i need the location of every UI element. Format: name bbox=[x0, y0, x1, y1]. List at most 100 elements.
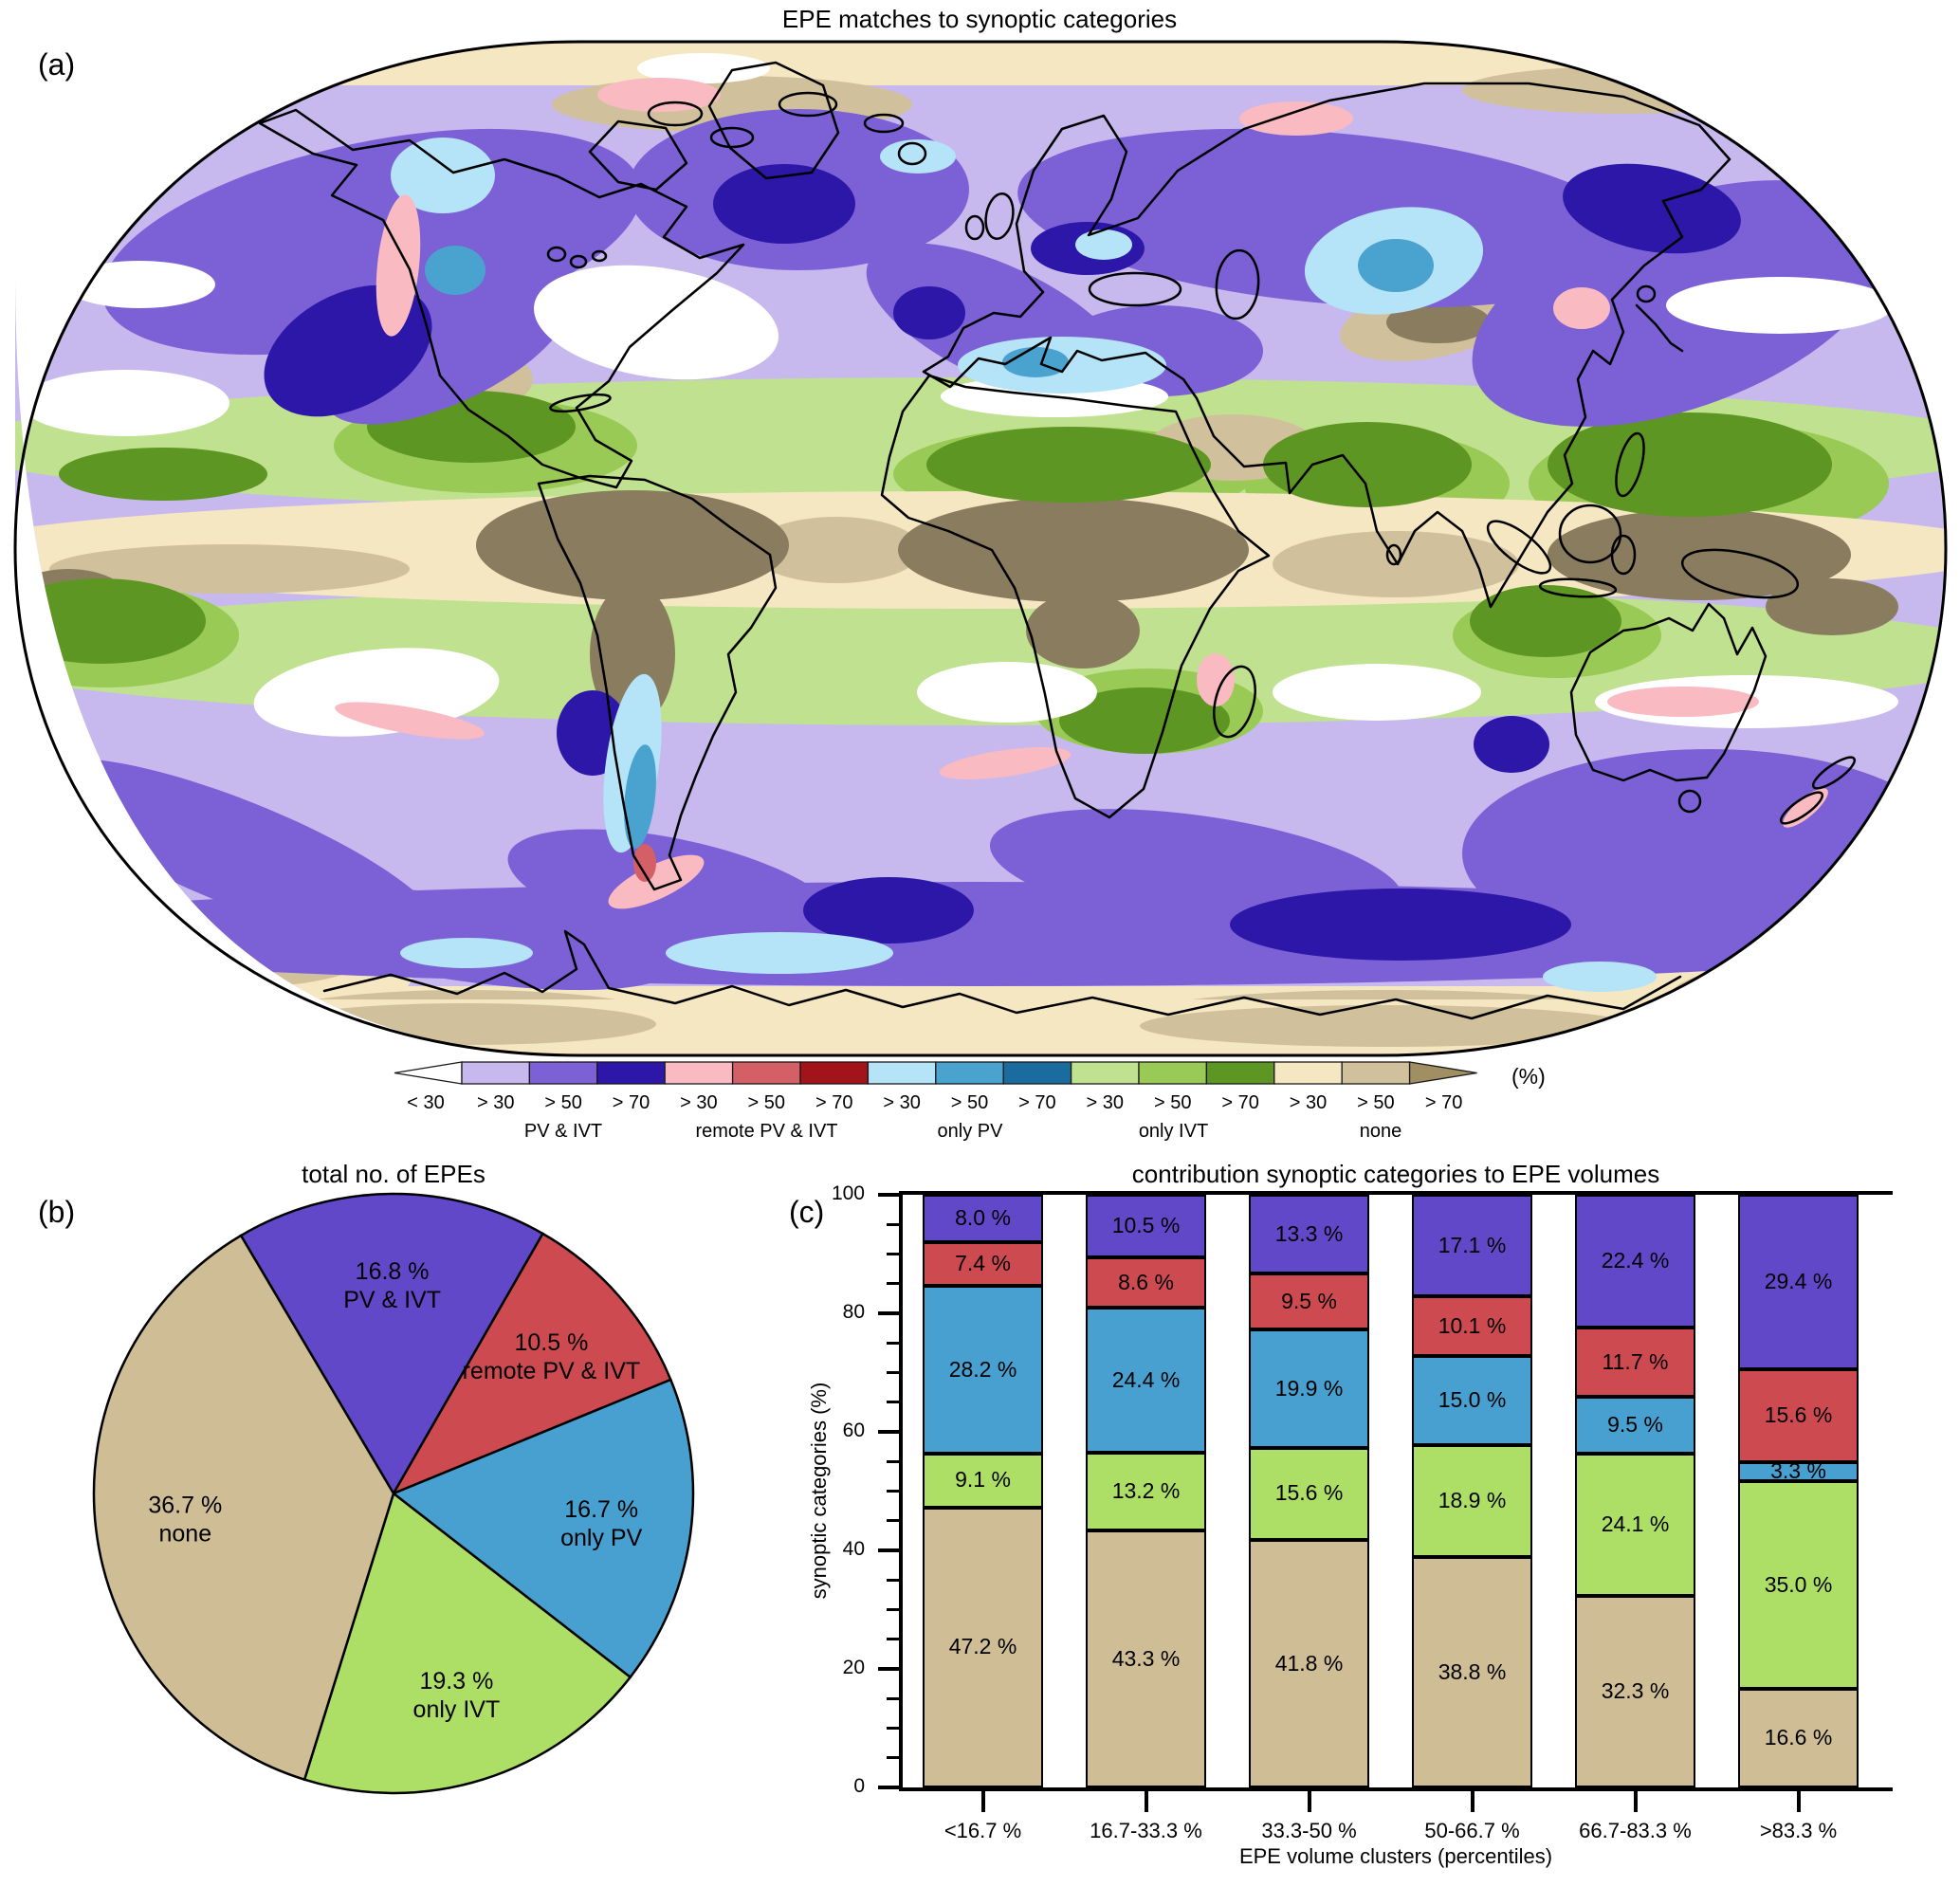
y-tick bbox=[887, 1638, 899, 1641]
bar-segment-label: 16.6 % bbox=[1764, 1725, 1833, 1750]
bar-segment bbox=[1412, 1557, 1532, 1787]
pie-slice bbox=[239, 1192, 545, 1496]
y-tick bbox=[887, 1401, 899, 1404]
pie-slice bbox=[92, 1234, 395, 1782]
bar-segment-label: 8.0 % bbox=[955, 1205, 1011, 1230]
legend-cell bbox=[596, 1061, 666, 1085]
pie-slice-label: only IVT bbox=[413, 1696, 501, 1723]
pie-slice-label: PV & IVT bbox=[343, 1287, 441, 1313]
bar-segment bbox=[1412, 1445, 1532, 1558]
bar-segment-label: 15.6 % bbox=[1764, 1402, 1833, 1427]
plot-top-frame bbox=[899, 1191, 1893, 1195]
y-tick bbox=[887, 1490, 899, 1493]
bar-segment bbox=[1575, 1397, 1695, 1454]
bar-segment bbox=[1086, 1530, 1206, 1787]
pie-slice-label: only PV bbox=[560, 1525, 642, 1551]
legend-cell bbox=[799, 1061, 870, 1085]
y-tick bbox=[878, 1193, 899, 1197]
y-tick-label: 100 bbox=[831, 1182, 865, 1204]
bar-segment-label: 18.9 % bbox=[1438, 1488, 1507, 1513]
y-tick bbox=[887, 1608, 899, 1611]
y-tick bbox=[887, 1459, 899, 1463]
bar-segment-label: 22.4 % bbox=[1601, 1248, 1670, 1273]
pie-slice-label: 10.5 % bbox=[514, 1329, 588, 1356]
bar-segment bbox=[923, 1286, 1043, 1454]
pie-chart: 16.8 %PV & IVT 10.5 %remote PV & IVT 16.7 … bbox=[92, 1192, 695, 1795]
bar-segment-label: 35.0 % bbox=[1764, 1571, 1833, 1597]
pie-slice-label: 19.3 % bbox=[419, 1668, 493, 1695]
legend-unit-label: (%) bbox=[1511, 1064, 1546, 1089]
map-fill-layers bbox=[15, 42, 1946, 1055]
bar-segment bbox=[1249, 1329, 1369, 1448]
x-tick-label: <16.7 % bbox=[943, 1819, 1022, 1842]
bar-segment-label: 3.3 % bbox=[1770, 1457, 1826, 1483]
y-tick bbox=[878, 1430, 899, 1434]
bar-segment bbox=[1249, 1195, 1369, 1273]
bar-segment bbox=[1412, 1356, 1532, 1445]
legend-cell bbox=[731, 1061, 801, 1085]
y-tick bbox=[887, 1341, 899, 1345]
bar-segment-label: 43.3 % bbox=[1111, 1645, 1181, 1671]
legend-group-label: remote PV & IVT bbox=[695, 1121, 837, 1142]
y-tick bbox=[878, 1311, 899, 1315]
bar-segment-label: 13.3 % bbox=[1274, 1220, 1344, 1246]
y-tick-label: 80 bbox=[842, 1301, 865, 1323]
x-tick bbox=[1144, 1791, 1148, 1812]
plot-x-axis bbox=[899, 1787, 1893, 1791]
legend-cell bbox=[935, 1061, 1004, 1085]
x-tick-label: 50-66.7 % bbox=[1424, 1819, 1520, 1842]
legend-tick-label: > 50 bbox=[951, 1092, 988, 1113]
pie-slice bbox=[391, 1378, 695, 1679]
legend-cell bbox=[1205, 1061, 1275, 1085]
pie-slice-label: 16.8 % bbox=[356, 1258, 430, 1285]
bar-segment bbox=[1086, 1308, 1206, 1453]
bar-segment-label: 7.4 % bbox=[955, 1251, 1011, 1276]
pie-slice bbox=[391, 1232, 672, 1496]
x-tick bbox=[1470, 1791, 1475, 1812]
bar-segment-label: 15.6 % bbox=[1274, 1480, 1344, 1506]
bar-segment-label: 32.3 % bbox=[1601, 1678, 1670, 1704]
legend-cell bbox=[1273, 1061, 1343, 1085]
bar-segment-label: 29.4 % bbox=[1764, 1269, 1833, 1293]
legend-cell bbox=[1002, 1061, 1072, 1085]
world-map bbox=[13, 40, 1948, 1057]
stacked-bar-plot: 47.2 % 9.1 % 28.2 % 7.4 % 8.0 % <16.7 % 43.3 %… bbox=[832, 1182, 1893, 1842]
y-tick bbox=[887, 1578, 899, 1582]
bar-segment-label: 19.9 % bbox=[1274, 1375, 1344, 1401]
legend-tick-label: > 50 bbox=[748, 1092, 785, 1113]
bar-segment-label: 17.1 % bbox=[1438, 1232, 1507, 1257]
legend-tick-label: > 70 bbox=[1221, 1092, 1258, 1113]
bar-title: contribution synoptic categories to EPE … bbox=[1131, 1160, 1660, 1188]
continent-outlines bbox=[258, 61, 1857, 1020]
legend-tick-label: > 30 bbox=[477, 1092, 514, 1113]
pie-slice-label: 36.7 % bbox=[148, 1493, 222, 1519]
bar-segment bbox=[1249, 1273, 1369, 1330]
pie-slice-label: remote PV & IVT bbox=[463, 1358, 641, 1384]
legend-tick-label: > 50 bbox=[1154, 1092, 1191, 1113]
legend-cell bbox=[528, 1061, 598, 1085]
bar-segment bbox=[1575, 1453, 1695, 1597]
bar-segment bbox=[1412, 1195, 1532, 1296]
y-tick bbox=[878, 1786, 899, 1789]
legend-tick-label: > 50 bbox=[544, 1092, 581, 1113]
pie-slice-label: 16.7 % bbox=[564, 1496, 638, 1523]
panel-a-letter: (a) bbox=[38, 47, 76, 82]
legend-group-label: PV & IVT bbox=[524, 1121, 602, 1142]
bar-segment bbox=[1738, 1461, 1859, 1482]
y-tick bbox=[887, 1727, 899, 1730]
bar-segment-label: 10.5 % bbox=[1111, 1212, 1181, 1237]
legend-cell bbox=[1138, 1061, 1208, 1085]
x-tick-label: 33.3-50 % bbox=[1261, 1819, 1357, 1842]
bar-segment-label: 8.6 % bbox=[1118, 1269, 1174, 1294]
bar-segment-label: 9.5 % bbox=[1281, 1288, 1337, 1313]
bar-segment bbox=[1412, 1296, 1532, 1357]
y-tick bbox=[887, 1756, 899, 1760]
legend-cell bbox=[1070, 1061, 1140, 1085]
legend-cell bbox=[461, 1061, 531, 1085]
x-tick bbox=[1796, 1791, 1801, 1812]
bar-segment bbox=[1086, 1452, 1206, 1531]
map-border bbox=[13, 40, 1948, 1057]
legend-tick-label: > 30 bbox=[680, 1092, 717, 1113]
plot-y-axis bbox=[899, 1191, 903, 1791]
